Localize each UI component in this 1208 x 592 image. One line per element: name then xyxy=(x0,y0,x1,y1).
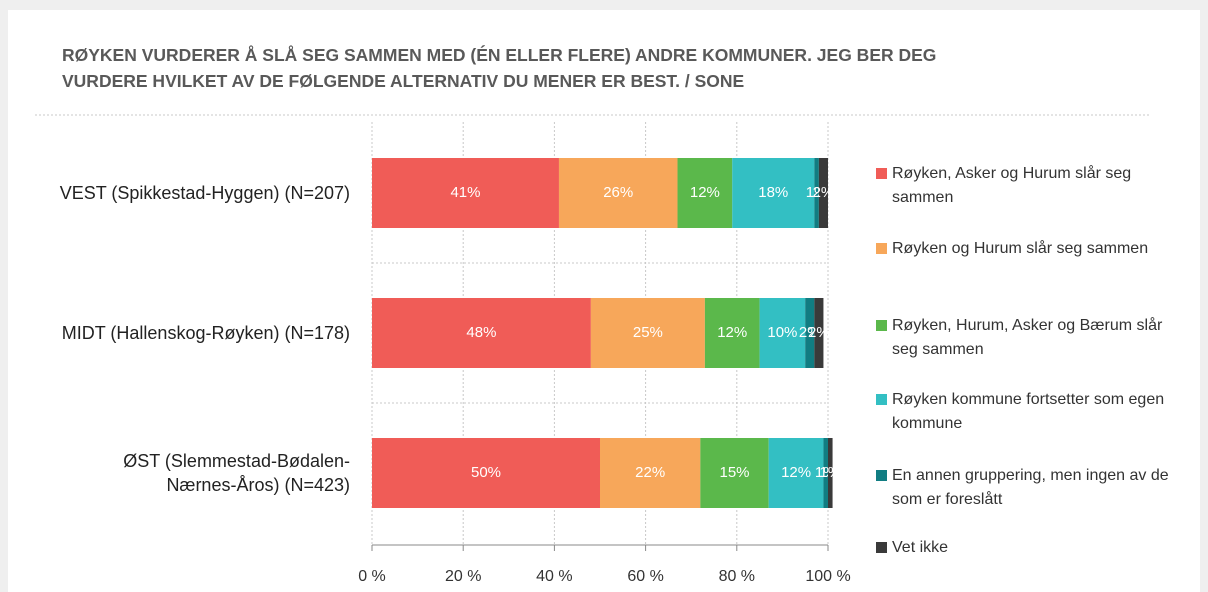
chart-title: RØYKEN VURDERER Å SLÅ SEG SAMMEN MED (ÉN… xyxy=(62,45,937,91)
bar-segment xyxy=(818,158,828,228)
legend-item: Røyken kommune fortsetter som egen kommu… xyxy=(876,388,1176,436)
value-label: 10% xyxy=(767,324,797,341)
x-tick-label: 60 % xyxy=(627,568,663,585)
x-tick-label: 20 % xyxy=(445,568,481,585)
bar-segment xyxy=(828,438,833,508)
legend-label: Røyken kommune fortsetter som egen kommu… xyxy=(892,391,1165,432)
bar-segment xyxy=(704,298,760,368)
value-label: 25% xyxy=(633,324,663,341)
bar-segment xyxy=(814,158,819,228)
legend-label: Vet ikke xyxy=(892,539,949,556)
value-label: 12% xyxy=(690,184,720,201)
legend-item: Røyken, Asker og Hurum slår seg sammen xyxy=(876,162,1176,210)
legend-swatch xyxy=(876,470,887,481)
legend-swatch xyxy=(876,168,887,179)
value-label: 18% xyxy=(758,184,788,201)
legend-swatch xyxy=(876,320,887,331)
bar-segment xyxy=(732,158,815,228)
bar-segment xyxy=(805,298,815,368)
legend-item: Røyken, Hurum, Asker og Bærum slår seg s… xyxy=(876,314,1176,362)
bar-segment xyxy=(759,298,806,368)
value-label: 50% xyxy=(471,464,501,481)
legend-label: En annen gruppering, men ingen av de som… xyxy=(892,467,1169,508)
value-label: 2% xyxy=(813,184,835,201)
bar-segment xyxy=(814,298,824,368)
value-label: 2% xyxy=(808,324,830,341)
category-label: ØST (Slemmestad-Bødalen- Nærnes-Åros) (N… xyxy=(123,451,350,495)
legend-swatch xyxy=(876,243,887,254)
legend-swatch xyxy=(876,542,887,553)
legend-item: En annen gruppering, men ingen av de som… xyxy=(876,464,1176,512)
x-tick-label: 80 % xyxy=(719,568,755,585)
value-label: 41% xyxy=(450,184,480,201)
value-label: 1% xyxy=(819,464,841,481)
bar-segment xyxy=(372,298,591,368)
bar-segment xyxy=(677,158,733,228)
legend-swatch xyxy=(876,394,887,405)
x-tick-label: 0 % xyxy=(358,568,386,585)
bar-segment xyxy=(372,158,559,228)
value-label: 12% xyxy=(717,324,747,341)
bar-segment xyxy=(600,438,701,508)
bar-segment xyxy=(590,298,705,368)
bar-segment xyxy=(768,438,824,508)
legend-label: Røyken, Hurum, Asker og Bærum slår seg s… xyxy=(892,317,1163,358)
value-label: 12% xyxy=(781,464,811,481)
legend-label: Røyken og Hurum slår seg sammen xyxy=(892,240,1149,257)
category-label: MIDT (Hallenskog-Røyken) (N=178) xyxy=(61,323,350,343)
bar-segment xyxy=(700,438,769,508)
value-label: 26% xyxy=(603,184,633,201)
bar-segment xyxy=(558,158,678,228)
value-label: 48% xyxy=(466,324,496,341)
category-label: VEST (Spikkestad-Hyggen) (N=207) xyxy=(59,183,350,203)
value-label: 22% xyxy=(635,464,665,481)
x-tick-label: 40 % xyxy=(536,568,572,585)
legend-item: Vet ikke xyxy=(876,536,1176,560)
x-tick-label: 100 % xyxy=(805,568,850,585)
bar-segment xyxy=(823,438,828,508)
bar-segment xyxy=(372,438,600,508)
legend-item: Røyken og Hurum slår seg sammen xyxy=(876,237,1176,261)
legend-label: Røyken, Asker og Hurum slår seg sammen xyxy=(892,165,1132,206)
value-label: 15% xyxy=(720,464,750,481)
